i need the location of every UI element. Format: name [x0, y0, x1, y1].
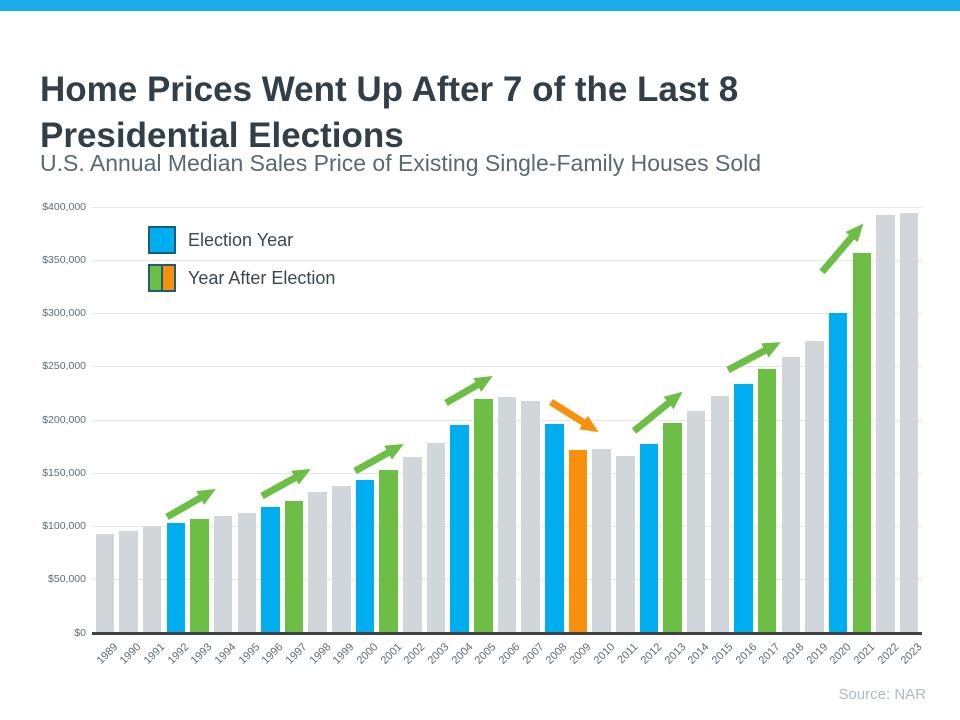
- bar-1992: [166, 522, 186, 633]
- bar-1998: [308, 491, 327, 633]
- x-axis-line: [92, 632, 922, 635]
- bar-1999: [332, 486, 351, 633]
- election-year-swatch-icon: [148, 226, 176, 254]
- bar-2008: [545, 423, 564, 633]
- chart-subtitle: U.S. Annual Median Sales Price of Existi…: [40, 150, 762, 176]
- bar-1993: [190, 519, 209, 633]
- page-title-line2: Presidential Elections: [40, 116, 404, 156]
- y-tick-label: $100,000: [42, 520, 86, 532]
- bar-1995: [237, 512, 257, 633]
- y-tick-label: $150,000: [42, 466, 86, 479]
- chart-legend: Election Year Year After Election: [148, 226, 335, 302]
- bar-2002: [403, 457, 422, 633]
- bar-2016: [734, 384, 753, 633]
- gridline: [92, 313, 922, 314]
- y-tick-label: $300,000: [42, 307, 86, 319]
- legend-item-year-after-election: Year After Election: [148, 264, 335, 292]
- page-title-line1: Home Prices Went Up After 7 of the Last …: [40, 70, 739, 110]
- legend-item-election-year: Election Year: [148, 226, 335, 254]
- bar-2006: [497, 396, 517, 633]
- bar-2022: [876, 214, 895, 633]
- y-tick-label: $50,000: [48, 573, 86, 586]
- legend-label: Year After Election: [188, 267, 336, 288]
- y-tick-label: $400,000: [42, 200, 86, 213]
- swatch-orange-half: [163, 266, 174, 290]
- y-tick-label: $0: [74, 626, 86, 639]
- source-credit: Source: NAR: [838, 686, 926, 703]
- bar-2012: [639, 444, 659, 633]
- bar-2013: [663, 423, 682, 633]
- bar-2023: [899, 213, 919, 633]
- bar-2009: [568, 449, 588, 633]
- bar-2021: [852, 252, 872, 633]
- gridline: [92, 259, 922, 261]
- bar-2018: [781, 356, 801, 633]
- bar-1989: [95, 533, 115, 633]
- bar-2011: [616, 456, 635, 633]
- bar-2000: [355, 480, 375, 633]
- gridline: [92, 206, 922, 208]
- bar-2005: [474, 399, 493, 633]
- bar-1990: [119, 531, 138, 633]
- bar-series: [93, 207, 921, 633]
- bar-2010: [592, 448, 611, 633]
- year-after-election-swatch-icon: [148, 264, 176, 292]
- y-tick-label: $350,000: [42, 253, 86, 266]
- legend-label: Election Year: [188, 229, 294, 250]
- bar-2015: [710, 396, 730, 633]
- bar-1996: [261, 507, 280, 633]
- accent-top-strip: [0, 0, 960, 11]
- bar-1994: [213, 516, 233, 633]
- bar-2020: [828, 313, 848, 633]
- bar-2017: [757, 369, 777, 633]
- bar-1997: [284, 500, 304, 633]
- bar-2003: [426, 442, 446, 633]
- bar-2001: [379, 469, 398, 633]
- y-tick-label: $200,000: [42, 413, 86, 426]
- bar-2019: [805, 340, 824, 633]
- bar-2004: [450, 424, 469, 633]
- gridline: [92, 366, 922, 368]
- bar-2007: [521, 400, 540, 633]
- bar-1991: [142, 526, 162, 633]
- swatch-green-half: [150, 266, 163, 290]
- y-tick-label: $250,000: [42, 360, 86, 373]
- bar-2014: [686, 411, 706, 633]
- page-title: Home Prices Went Up After 7 of the Last …: [40, 67, 930, 159]
